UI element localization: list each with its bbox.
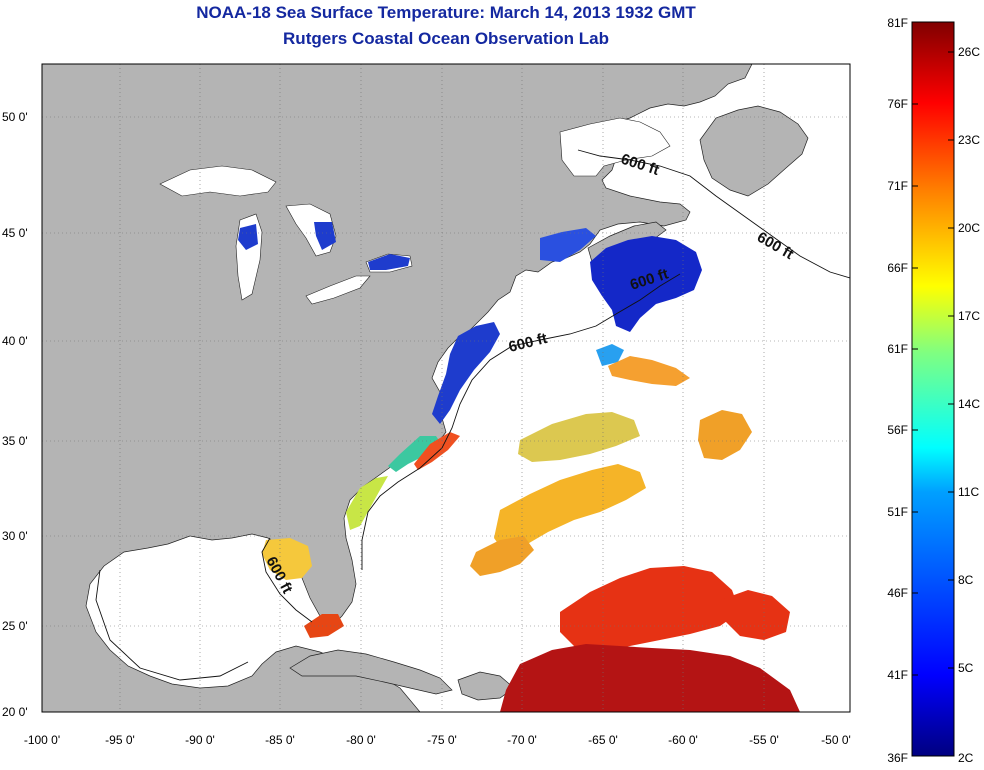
colorbar-f-label: 76F [887, 97, 908, 111]
lake-huron-sst [314, 222, 336, 250]
graticule [42, 64, 850, 712]
lon-tick-label: -85 0' [265, 733, 295, 747]
lat-tick-label: 40 0' [2, 334, 28, 348]
colorbar-c-label: 5C [958, 661, 974, 675]
sst-sargasso-yellow [518, 412, 640, 462]
lat-tick-label: 35 0' [2, 434, 28, 448]
lon-tick-label: -90 0' [185, 733, 215, 747]
lat-tick-label: 20 0' [2, 705, 28, 719]
lon-tick-label: -95 0' [105, 733, 135, 747]
colorbar-f-label: 36F [887, 751, 908, 765]
colorbar-f-label: 56F [887, 423, 908, 437]
sst-mid-atlantic-bight [432, 322, 500, 424]
sst-gulf-stream-orange [414, 432, 460, 470]
colorbar-c-label: 8C [958, 573, 974, 587]
sst-scotian-shelf [540, 228, 596, 262]
lat-tick-label: 30 0' [2, 529, 28, 543]
lake-ontario-sst [368, 254, 410, 270]
map-subtitle: Rutgers Coastal Ocean Observation Lab [283, 29, 609, 48]
lat-tick-label: 45 0' [2, 226, 28, 240]
colorbar-c-label: 20C [958, 221, 980, 235]
lat-tick-label: 50 0' [2, 110, 28, 124]
latitude-labels: 50 0' 45 0' 40 0' 35 0' 30 0' 25 0' 20 0… [2, 110, 28, 719]
sst-caribbean-darkred [500, 644, 800, 712]
colorbar-c-label: 26C [958, 45, 980, 59]
colorbar-c-label: 11C [958, 485, 979, 499]
lake-michigan-sst [238, 224, 258, 250]
lon-tick-label: -50 0' [821, 733, 851, 747]
colorbar-gradient [911, 21, 955, 757]
lon-tick-label: -75 0' [427, 733, 457, 747]
longitude-labels: -100 0' -95 0' -90 0' -85 0' -80 0' -75 … [24, 733, 851, 747]
colorbar: 81F 76F 71F 66F 61F 56F 51F 46F 41F 36F … [887, 16, 980, 765]
sst-south-atlantic-yellow [346, 476, 388, 530]
lat-tick-label: 25 0' [2, 619, 28, 633]
isobath-line-shelf [361, 273, 681, 570]
colorbar-f-label: 51F [887, 505, 908, 519]
lon-tick-label: -70 0' [507, 733, 537, 747]
colorbar-c-label: 2C [958, 751, 974, 765]
sst-slope-orange [608, 356, 690, 386]
lake-erie [305, 275, 371, 305]
sst-sargasso-orange-1 [494, 464, 646, 552]
colorbar-f-label: 66F [887, 261, 908, 275]
sst-gulf-of-maine [590, 236, 702, 332]
map-frame [41, 63, 851, 713]
lon-tick-label: -80 0' [346, 733, 376, 747]
colorbar-f-label: 41F [887, 668, 908, 682]
isobath-line-north [577, 149, 850, 279]
lon-tick-label: -65 0' [588, 733, 618, 747]
sst-east-patch-red [720, 590, 790, 640]
lon-tick-label: -60 0' [668, 733, 698, 747]
colorbar-f-label: 81F [887, 16, 908, 30]
lon-tick-label: -100 0' [24, 733, 60, 747]
lake-superior [159, 165, 277, 197]
lon-tick-label: -55 0' [749, 733, 779, 747]
sst-florida-yellow [262, 538, 312, 580]
gulf-st-lawrence [559, 117, 671, 177]
colorbar-c-label: 14C [958, 397, 980, 411]
newfoundland-land [699, 105, 809, 197]
sst-east-orange-streak [698, 410, 752, 460]
colorbar-c-label: 23C [958, 133, 980, 147]
colorbar-f-label: 71F [887, 179, 908, 193]
colorbar-f-label: 46F [887, 586, 908, 600]
colorbar-c-label: 17C [958, 309, 980, 323]
map-title: NOAA-18 Sea Surface Temperature: March 1… [196, 3, 696, 22]
cuba-land [289, 649, 453, 695]
sst-florida-keys-red [304, 614, 344, 638]
colorbar-c-ticks [948, 51, 954, 669]
sst-sargasso-red [560, 566, 740, 652]
sst-sargasso-orange-2 [470, 536, 534, 576]
isobath-line-gulf [261, 537, 313, 623]
isobath-line-gulf-west [95, 569, 249, 681]
colorbar-f-ticks [912, 103, 918, 676]
colorbar-f-label: 61F [887, 342, 908, 356]
